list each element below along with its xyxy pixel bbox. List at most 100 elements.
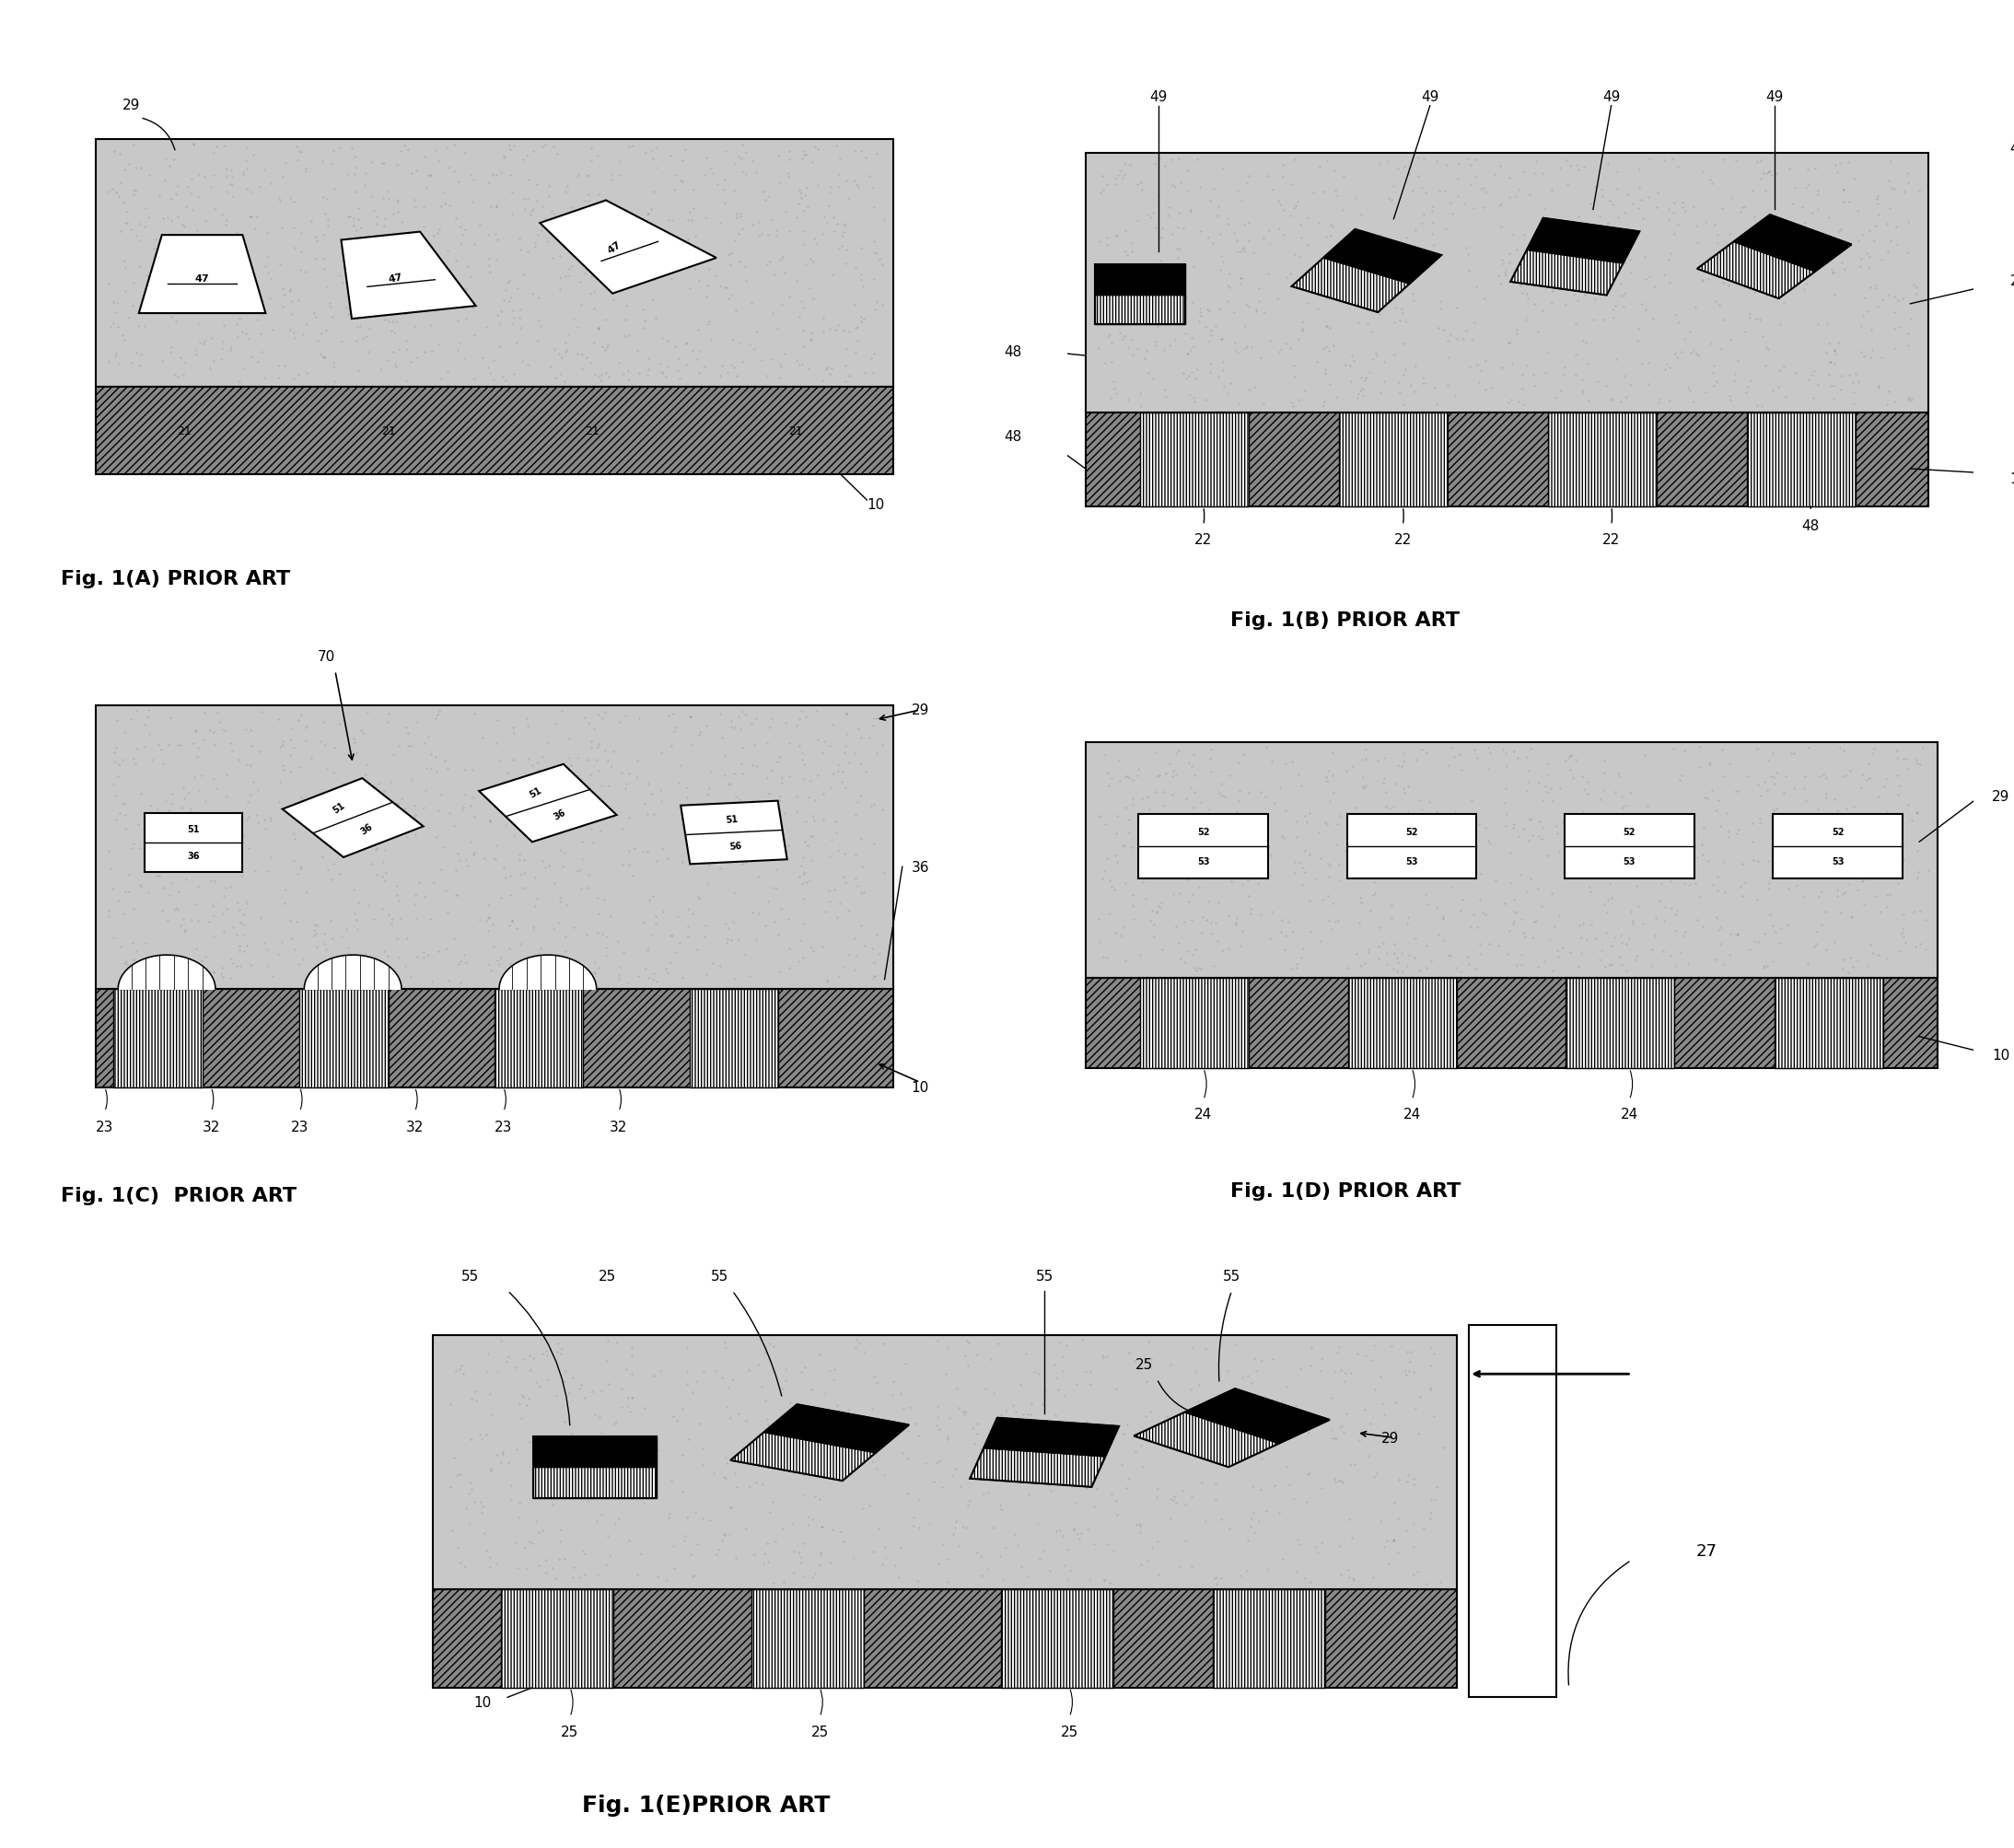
Bar [1086, 153, 1927, 412]
Text: 23: 23 [495, 1120, 512, 1133]
Bar [1349, 978, 1456, 1068]
Text: 29: 29 [910, 704, 928, 717]
Text: 48: 48 [2010, 142, 2014, 155]
Text: 25: 25 [1136, 1358, 1154, 1371]
Text: 21: 21 [584, 425, 600, 438]
Bar [97, 140, 894, 388]
Bar [433, 1589, 1456, 1687]
Text: 36: 36 [552, 808, 568, 822]
Text: 21: 21 [789, 425, 804, 438]
Text: 29: 29 [2010, 274, 2014, 288]
Text: 52: 52 [1623, 828, 1635, 837]
Text: 47: 47 [195, 274, 209, 283]
Bar [1212, 1589, 1325, 1687]
Bar [689, 991, 777, 1087]
Text: 48: 48 [1803, 519, 1819, 532]
Text: 49: 49 [1150, 91, 1166, 103]
Text: 51: 51 [187, 824, 199, 833]
Text: 55: 55 [1222, 1270, 1241, 1283]
Polygon shape [340, 233, 475, 320]
Polygon shape [119, 955, 215, 991]
Polygon shape [731, 1432, 876, 1480]
Text: 55: 55 [1035, 1270, 1053, 1283]
Bar [97, 991, 894, 1087]
Text: 25: 25 [812, 1724, 828, 1739]
Text: 10: 10 [473, 1695, 491, 1709]
Text: 55: 55 [461, 1270, 479, 1283]
Polygon shape [763, 1404, 908, 1453]
Bar [501, 1589, 614, 1687]
Text: 49: 49 [1603, 91, 1619, 103]
Text: 52: 52 [1196, 828, 1210, 837]
Bar [1001, 1589, 1114, 1687]
Bar [1339, 412, 1448, 506]
Polygon shape [499, 955, 596, 991]
Polygon shape [983, 1417, 1120, 1456]
Text: Fig. 1(C)  PRIOR ART: Fig. 1(C) PRIOR ART [60, 1186, 296, 1205]
Polygon shape [479, 765, 616, 843]
Text: 10: 10 [2010, 471, 2014, 486]
Polygon shape [139, 237, 266, 314]
Bar [97, 388, 894, 475]
Polygon shape [1698, 242, 1815, 299]
Text: 36: 36 [910, 861, 928, 874]
Text: 47: 47 [606, 240, 622, 255]
Text: 56: 56 [729, 841, 743, 852]
Text: 25: 25 [562, 1724, 578, 1739]
Text: 51: 51 [528, 785, 544, 798]
Bar [1746, 412, 1855, 506]
Text: 22: 22 [1603, 534, 1619, 547]
Text: 24: 24 [1404, 1107, 1420, 1120]
Bar [300, 991, 389, 1087]
Polygon shape [1291, 259, 1410, 312]
Text: 23: 23 [290, 1120, 308, 1133]
Polygon shape [1096, 296, 1184, 325]
Text: 10: 10 [866, 499, 884, 512]
Text: 53: 53 [1196, 857, 1210, 867]
Bar [1140, 412, 1249, 506]
Text: 32: 32 [610, 1120, 628, 1133]
Polygon shape [1510, 251, 1623, 296]
Polygon shape [971, 1449, 1106, 1488]
Bar [1565, 815, 1694, 880]
Text: 21: 21 [177, 425, 191, 438]
Text: Fig. 1(D) PRIOR ART: Fig. 1(D) PRIOR ART [1231, 1181, 1460, 1199]
Polygon shape [1184, 1390, 1329, 1443]
Text: 48: 48 [1005, 346, 1021, 359]
Bar [1086, 412, 1927, 506]
Text: 55: 55 [711, 1270, 729, 1283]
Text: 48: 48 [1005, 429, 1021, 444]
Text: 52: 52 [1831, 828, 1845, 837]
Bar [1772, 815, 1903, 880]
Text: 24: 24 [1194, 1107, 1212, 1120]
Text: Fig. 1(A) PRIOR ART: Fig. 1(A) PRIOR ART [60, 569, 290, 588]
Text: 25: 25 [598, 1270, 616, 1283]
Text: 36: 36 [358, 822, 375, 837]
Text: 32: 32 [407, 1120, 423, 1133]
Text: 23: 23 [97, 1120, 113, 1133]
Bar [97, 706, 894, 991]
Text: 53: 53 [1831, 857, 1845, 867]
Polygon shape [282, 778, 423, 857]
Text: 51: 51 [725, 815, 739, 824]
Polygon shape [681, 802, 787, 865]
Bar [1138, 815, 1269, 880]
Text: 29: 29 [1382, 1430, 1400, 1445]
Polygon shape [1527, 218, 1639, 264]
Text: 53: 53 [1623, 857, 1635, 867]
Text: 51: 51 [332, 800, 346, 815]
Polygon shape [1096, 266, 1184, 296]
Text: 24: 24 [1621, 1107, 1637, 1120]
Bar [495, 991, 584, 1087]
Text: 29: 29 [1992, 791, 2010, 804]
Text: 29: 29 [123, 98, 141, 113]
Bar [1086, 743, 1937, 978]
Bar [1140, 978, 1249, 1068]
Text: 32: 32 [201, 1120, 220, 1133]
Bar [113, 991, 201, 1087]
Text: 53: 53 [1406, 857, 1418, 867]
Text: 27: 27 [1696, 1543, 1716, 1558]
Polygon shape [540, 201, 717, 294]
Text: 47: 47 [387, 274, 403, 285]
Text: 22: 22 [1194, 534, 1212, 547]
